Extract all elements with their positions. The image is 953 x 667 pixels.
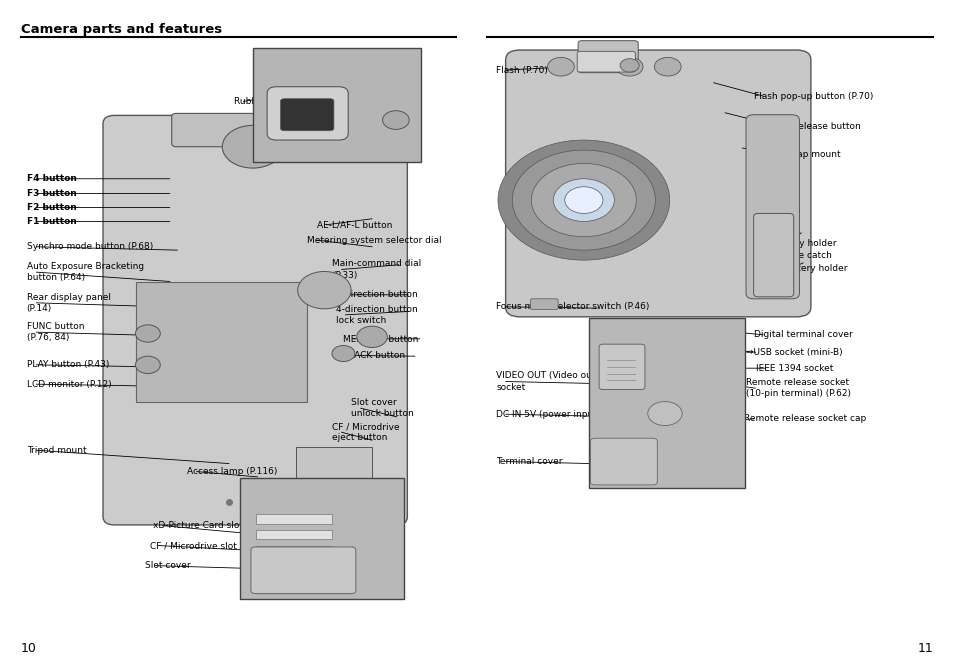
FancyBboxPatch shape: [103, 115, 407, 525]
Circle shape: [647, 402, 681, 426]
FancyBboxPatch shape: [505, 50, 810, 317]
Circle shape: [332, 346, 355, 362]
Circle shape: [564, 187, 602, 213]
Bar: [295, 447, 372, 500]
Text: Remote release socket cap: Remote release socket cap: [743, 414, 865, 424]
Text: AE-L/AF-L button: AE-L/AF-L button: [316, 220, 392, 229]
FancyBboxPatch shape: [253, 48, 420, 162]
Circle shape: [497, 140, 669, 260]
Text: FUNC button
(P.76, 84): FUNC button (P.76, 84): [27, 322, 84, 342]
FancyBboxPatch shape: [267, 87, 348, 140]
FancyBboxPatch shape: [745, 115, 799, 299]
Text: F4 button: F4 button: [27, 174, 76, 183]
FancyBboxPatch shape: [590, 438, 657, 485]
Text: Rubber eyecup: Rubber eyecup: [233, 97, 302, 106]
Text: Slot cover
unlock button: Slot cover unlock button: [351, 398, 414, 418]
Circle shape: [135, 356, 160, 374]
Text: ⇒USB socket (mini-B): ⇒USB socket (mini-B): [745, 348, 841, 357]
FancyBboxPatch shape: [251, 547, 355, 594]
Circle shape: [297, 271, 351, 309]
Text: 11: 11: [916, 642, 932, 655]
Text: 4-direction button
lock switch: 4-direction button lock switch: [335, 305, 417, 325]
FancyBboxPatch shape: [530, 299, 558, 309]
Text: Main-command dial
(P.33): Main-command dial (P.33): [332, 259, 421, 279]
Text: F1 button: F1 button: [27, 217, 76, 226]
Text: Rear display panel
(P.14): Rear display panel (P.14): [27, 293, 111, 313]
Text: CF / Microdrive
eject button: CF / Microdrive eject button: [332, 422, 399, 442]
Circle shape: [531, 163, 636, 237]
Circle shape: [619, 59, 639, 72]
Text: Auto Exposure Bracketing
button (P.64): Auto Exposure Bracketing button (P.64): [27, 262, 144, 282]
Circle shape: [356, 326, 387, 348]
Text: LCD monitor (P.12): LCD monitor (P.12): [27, 380, 112, 389]
Text: Flash (P.70): Flash (P.70): [496, 65, 547, 75]
Circle shape: [135, 325, 160, 342]
Circle shape: [654, 57, 680, 76]
Text: Battery holder: Battery holder: [781, 263, 847, 273]
Text: Focus mode selector switch (P.46): Focus mode selector switch (P.46): [496, 302, 649, 311]
FancyBboxPatch shape: [598, 344, 644, 390]
Text: Flash pop-up button (P.70): Flash pop-up button (P.70): [753, 91, 872, 101]
Circle shape: [382, 111, 409, 129]
FancyBboxPatch shape: [588, 318, 744, 488]
Text: Tripod mount: Tripod mount: [27, 446, 86, 455]
Text: Terminal cover: Terminal cover: [496, 457, 562, 466]
FancyBboxPatch shape: [577, 51, 635, 72]
Text: xD-Picture Card slot: xD-Picture Card slot: [152, 521, 242, 530]
Bar: [255, 530, 332, 539]
Circle shape: [553, 179, 614, 221]
FancyBboxPatch shape: [753, 213, 793, 297]
Text: BACK button: BACK button: [348, 351, 405, 360]
FancyBboxPatch shape: [578, 41, 638, 73]
Bar: [255, 546, 332, 555]
Text: Battery holder
release catch: Battery holder release catch: [770, 239, 836, 259]
Text: PLAY button (P.43): PLAY button (P.43): [27, 360, 109, 370]
Text: F3 button: F3 button: [27, 189, 76, 198]
FancyBboxPatch shape: [172, 113, 295, 147]
FancyBboxPatch shape: [136, 282, 307, 402]
Circle shape: [512, 150, 655, 250]
FancyBboxPatch shape: [280, 99, 334, 131]
Text: CF / Microdrive slot: CF / Microdrive slot: [150, 541, 236, 550]
Text: DC IN 5V (power input) socket: DC IN 5V (power input) socket: [496, 410, 632, 419]
Text: Strap mount: Strap mount: [783, 150, 840, 159]
Text: Slot cover: Slot cover: [145, 561, 191, 570]
Text: Camera parts and features: Camera parts and features: [21, 23, 222, 36]
Circle shape: [616, 57, 642, 76]
Circle shape: [618, 444, 640, 460]
Text: Metering system selector dial: Metering system selector dial: [307, 235, 441, 245]
Text: Digital terminal cover: Digital terminal cover: [753, 330, 852, 340]
Text: 10: 10: [21, 642, 37, 655]
Text: VIDEO OUT (Video output)
socket: VIDEO OUT (Video output) socket: [496, 372, 614, 392]
Text: MENU/OK button: MENU/OK button: [343, 334, 418, 344]
Text: Synchro mode button (P.68): Synchro mode button (P.68): [27, 242, 152, 251]
Text: IEEE 1394 socket: IEEE 1394 socket: [755, 364, 832, 373]
Circle shape: [275, 488, 287, 496]
FancyBboxPatch shape: [240, 478, 403, 599]
Text: Diopter adjustment knob: Diopter adjustment knob: [255, 77, 369, 86]
Text: Viewfinder: Viewfinder: [217, 118, 266, 127]
Circle shape: [547, 57, 574, 76]
Circle shape: [222, 125, 283, 168]
Bar: [255, 514, 332, 524]
Text: 4-direction button: 4-direction button: [335, 290, 417, 299]
Text: Remote release socket
(10-pin terminal) (P.62): Remote release socket (10-pin terminal) …: [745, 378, 850, 398]
Text: Lens release button: Lens release button: [770, 122, 860, 131]
Text: F2 button: F2 button: [27, 203, 76, 212]
Text: Access lamp (P.116): Access lamp (P.116): [187, 467, 277, 476]
